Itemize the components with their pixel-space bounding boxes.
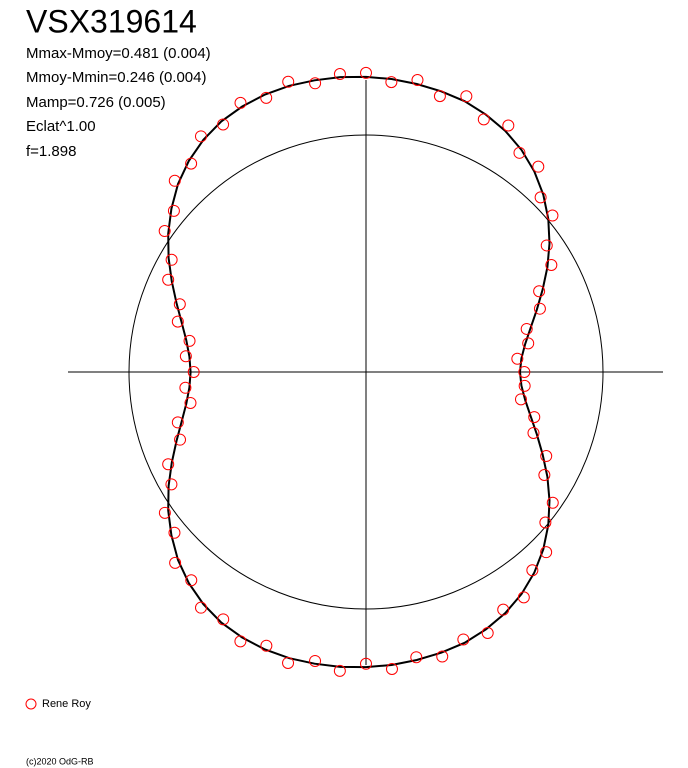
data-point <box>217 613 230 626</box>
data-point <box>540 450 553 463</box>
data-point <box>168 526 181 539</box>
data-point <box>518 366 531 378</box>
data-point <box>517 591 530 604</box>
data-point <box>528 411 541 424</box>
data-point <box>477 113 490 126</box>
legend-marker <box>25 698 37 710</box>
data-point <box>538 468 551 481</box>
data-point <box>433 90 446 103</box>
stat: Eclat^1.00 <box>26 118 96 135</box>
legend-label: Rene Roy <box>42 698 91 710</box>
data-point <box>411 74 424 87</box>
data-point <box>533 285 546 298</box>
data-point <box>309 654 322 667</box>
data-point <box>436 650 449 663</box>
data-point <box>360 66 372 79</box>
stat: Mamp=0.726 (0.005) <box>26 94 166 111</box>
data-point <box>158 506 171 519</box>
data-point <box>533 302 546 315</box>
data-point <box>385 76 398 89</box>
data-point <box>165 253 178 266</box>
data-point <box>534 191 547 204</box>
data-point <box>234 635 247 648</box>
data-point <box>540 546 553 559</box>
data-point <box>185 574 198 587</box>
data-point <box>546 496 559 509</box>
data-point <box>158 225 171 238</box>
data-point <box>511 352 524 365</box>
data-point <box>460 90 473 103</box>
data-point <box>333 68 346 81</box>
data-point <box>457 633 470 646</box>
data-point <box>234 96 247 109</box>
stat: Mmax-Mmoy=0.481 (0.004) <box>26 45 211 62</box>
data-point <box>410 651 423 664</box>
data-point <box>194 130 207 143</box>
data-point <box>171 416 184 429</box>
data-point <box>360 657 372 670</box>
data-point <box>540 239 553 252</box>
data-point <box>185 157 198 170</box>
data-point <box>260 91 273 104</box>
data-point <box>502 119 515 132</box>
data-point <box>167 204 180 217</box>
data-point <box>481 626 494 639</box>
data-point <box>183 334 196 347</box>
data-point <box>527 426 540 439</box>
stat: Mmoy-Mmin=0.246 (0.004) <box>26 69 206 86</box>
fit-curve <box>167 75 551 669</box>
data-point <box>282 75 295 88</box>
stat: f=1.898 <box>26 143 76 160</box>
data-point <box>171 315 184 328</box>
chart-title: VSX319614 <box>26 3 197 39</box>
data-point <box>309 77 322 90</box>
data-point <box>169 556 182 569</box>
data-point <box>168 174 181 187</box>
data-point <box>173 298 186 311</box>
data-point <box>162 273 175 286</box>
data-point <box>539 516 552 529</box>
data-point <box>546 209 559 222</box>
data-point <box>162 458 175 471</box>
data-point <box>194 601 207 614</box>
data-point <box>187 366 200 378</box>
data-point <box>333 664 346 677</box>
data-point <box>260 639 273 652</box>
data-point <box>385 663 398 676</box>
data-point <box>174 433 187 446</box>
data-point <box>518 379 531 392</box>
data-point <box>513 146 526 159</box>
data-point <box>217 118 230 131</box>
data-point <box>514 393 527 406</box>
data-point <box>179 350 192 363</box>
data-point <box>165 478 178 491</box>
data-point <box>497 603 510 616</box>
data-point <box>184 396 197 409</box>
data-point <box>545 258 558 271</box>
data-point <box>179 381 192 394</box>
data-point <box>522 337 535 350</box>
data-point <box>520 322 533 335</box>
footer: (c)2020 OdG-RB <box>26 756 94 766</box>
data-point <box>282 656 295 669</box>
data-point <box>532 160 545 173</box>
reference-circle <box>128 134 604 610</box>
data-point <box>526 564 539 577</box>
